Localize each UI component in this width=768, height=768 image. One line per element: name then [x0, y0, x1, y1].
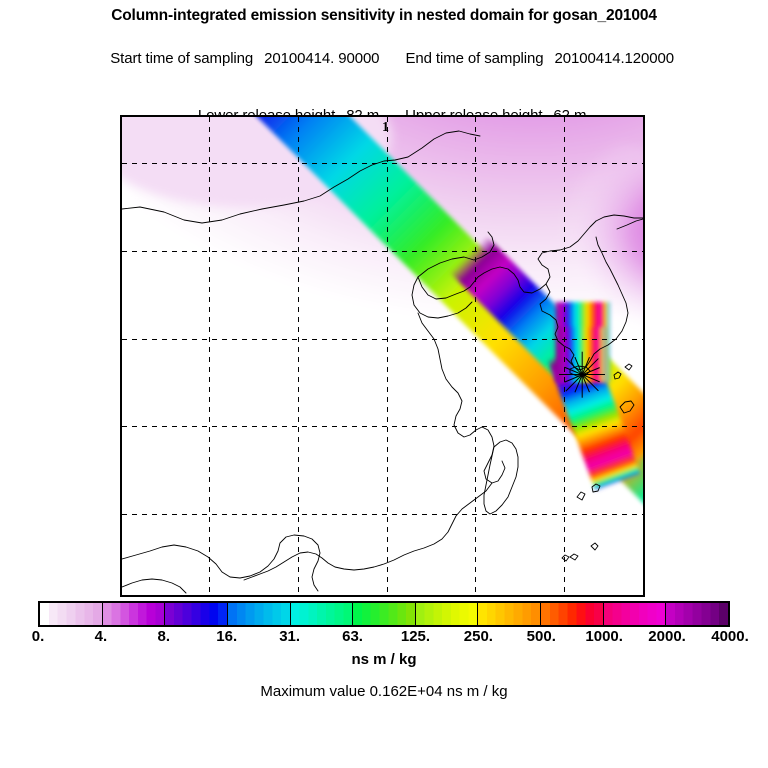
colorbar-tick-10: 2000. — [648, 628, 686, 645]
colorbar-segment-3 — [227, 603, 291, 625]
maximum-value-label: Maximum value 0.162E+04 ns m / kg — [260, 683, 508, 700]
colorbar-tick-7: 250. — [463, 628, 493, 645]
colorbar-unit-label: ns m / kg — [351, 651, 417, 668]
colorbar-segment-2 — [165, 603, 228, 625]
colorbar-segment-9 — [603, 603, 667, 625]
colorbar-tick-0: 0. — [31, 628, 45, 645]
sampling-time-line: Start time of sampling 20100414. 90000 End… — [0, 36, 768, 81]
start-time-label: Start time of sampling — [110, 49, 254, 67]
gridline-horizontal — [122, 514, 643, 515]
colorbar-segment-1 — [102, 603, 166, 625]
colorbar-tick-5: 63. — [342, 628, 363, 645]
gridline-vertical — [209, 117, 210, 595]
colorbar-tick-2: 8. — [157, 628, 171, 645]
gridline-horizontal — [122, 426, 643, 427]
gridline-horizontal — [122, 339, 643, 340]
gridline-vertical — [475, 117, 476, 595]
markers-layer: 1 — [122, 117, 643, 595]
colorbar-segment-10 — [666, 603, 729, 625]
plume-number-label: 1 — [382, 120, 389, 135]
colorbar-tick-3: 16. — [216, 628, 238, 645]
gridline-vertical — [387, 117, 388, 595]
colorbar-tick-labels: 0. 4. 8. 16. 31. 63. 125. 250. 500. 1000. 2000. 400… — [0, 629, 768, 649]
colorbar-segment-4 — [290, 603, 354, 625]
gridline-vertical — [564, 117, 565, 595]
end-time-value: 20100414.120000 — [554, 49, 675, 67]
colorbar-tick-1: 4. — [94, 628, 108, 645]
coastline-layer — [122, 130, 643, 594]
map-inner: 1 — [122, 117, 643, 595]
colorbar-segment-6 — [415, 603, 479, 625]
page-title: Column-integrated emission sensitivity i… — [111, 7, 657, 24]
colorbar-tick-8: 500. — [526, 628, 556, 645]
colorbar-tick-6: 125. — [400, 628, 431, 645]
gridline-horizontal — [122, 251, 643, 252]
colorbar-segment-5 — [353, 603, 416, 625]
lat-lon-grid — [122, 117, 643, 595]
gridline-vertical — [298, 117, 299, 595]
colorbar-tick-4: 31. — [279, 628, 301, 645]
colorbar-segment-0 — [40, 603, 103, 625]
colorbar-tick-11: 4000. — [711, 628, 749, 645]
gridline-horizontal — [122, 163, 643, 164]
colorbar-segment-8 — [541, 603, 604, 625]
colorbar-tick-9: 1000. — [585, 628, 623, 645]
map-plot-area: 1 — [120, 115, 645, 597]
end-time-label: End time of sampling — [405, 49, 544, 67]
colorbar — [38, 601, 730, 627]
start-time-value: 20100414. 90000 — [264, 49, 380, 67]
colorbar-segment-7 — [478, 603, 542, 625]
